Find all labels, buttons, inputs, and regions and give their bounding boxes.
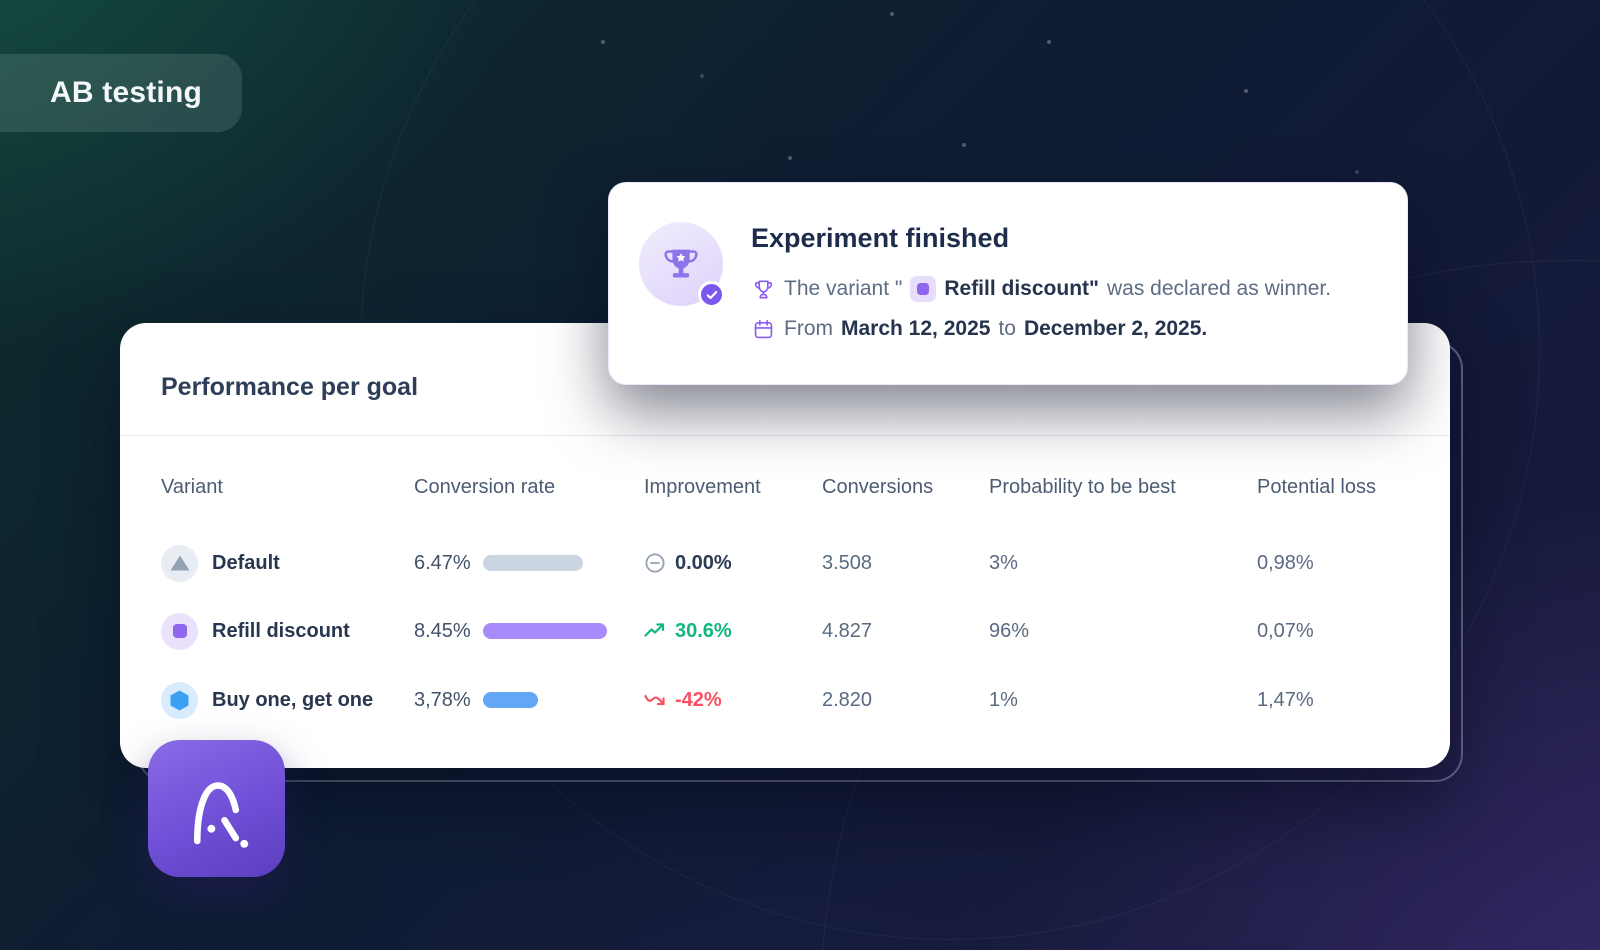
arch-logo-icon (193, 781, 248, 848)
table-row: Default 6.47% 0.00% 3.508 3% 0,98% (120, 541, 1450, 585)
improvement-value: 0.00% (675, 551, 732, 574)
winner-variant-name: Refill discount" (944, 277, 1099, 300)
performance-card: Performance per goal Variant Conversion … (120, 323, 1450, 768)
probability-value: 1% (989, 688, 1018, 711)
performance-card-title: Performance per goal (161, 373, 419, 401)
probability-value: 96% (989, 619, 1030, 642)
notification-body: Experiment finished The variant " Refill… (751, 223, 1383, 356)
column-header-variant: Variant (161, 475, 223, 498)
divider (120, 435, 1450, 436)
improvement-cell: 0.00% (644, 552, 822, 575)
app-logo (148, 740, 285, 877)
variant-cell: Buy one, get one (161, 681, 414, 719)
ab-testing-badge-label: AB testing (50, 76, 202, 109)
ab-testing-badge: AB testing (0, 54, 242, 132)
square-icon (161, 612, 198, 650)
conversion-rate-cell: 6.47% (414, 552, 644, 575)
conversion-rate-cell: 8.45% (414, 620, 644, 643)
variant-cell: Default (161, 544, 414, 582)
star-dot (700, 74, 704, 78)
potential-loss-value: 1,47% (1257, 688, 1314, 711)
conversion-rate-value: 8.45% (414, 619, 471, 642)
potential-loss-value: 0,98% (1257, 551, 1314, 574)
table-row: Refill discount 8.45% 30.6% 4.827 96% 0,… (120, 609, 1450, 653)
date-start: March 12, 2025 (841, 317, 991, 340)
improvement-cell: 30.6% (644, 620, 822, 643)
winner-line: The variant " Refill discount" was decla… (751, 276, 1383, 302)
probability-value: 3% (989, 551, 1018, 574)
variant-cell: Refill discount (161, 612, 414, 650)
star-dot (1355, 170, 1359, 174)
variant-name: Default (212, 551, 280, 574)
winner-text-prefix: The variant " (784, 277, 903, 300)
trophy-badge (639, 222, 725, 308)
conversion-rate-bar (483, 555, 583, 571)
calendar-icon (751, 318, 776, 341)
date-line: From March 12, 2025 to December 2, 2025. (751, 317, 1383, 341)
notification-title: Experiment finished (751, 223, 1010, 253)
trophy-icon (664, 249, 698, 278)
improvement-value: 30.6% (675, 619, 732, 642)
date-end: December 2, 2025. (1023, 317, 1208, 340)
table-row: Buy one, get one 3,78% -42% 2.820 1% 1,4… (120, 678, 1450, 722)
star-dot (788, 156, 792, 160)
column-header-conversion-rate: Conversion rate (414, 475, 556, 498)
column-header-probability: Probability to be best (989, 475, 1176, 498)
date-to-label: to (998, 317, 1016, 340)
check-icon (698, 281, 725, 308)
star-dot (601, 40, 605, 44)
conversion-rate-value: 6.47% (414, 551, 471, 574)
trend-up-icon (644, 620, 666, 642)
experiment-finished-card: Experiment finished The variant " Refill… (608, 182, 1408, 385)
star-dot (1047, 40, 1051, 44)
star-dot (890, 12, 894, 16)
potential-loss-value: 0,07% (1257, 619, 1314, 642)
improvement-cell: -42% (644, 689, 822, 712)
column-header-conversions: Conversions (822, 475, 934, 498)
conversion-rate-value: 3,78% (414, 688, 471, 711)
variant-name: Buy one, get one (212, 688, 374, 711)
triangle-icon (161, 544, 198, 582)
trend-down-icon (644, 689, 666, 711)
conversion-rate-bar (483, 692, 538, 708)
minus-circle-icon (644, 552, 666, 574)
hexagon-icon (161, 681, 198, 719)
winner-text-suffix: was declared as winner. (1106, 277, 1332, 300)
conversion-rate-cell: 3,78% (414, 689, 644, 712)
conversion-rate-bar (483, 623, 607, 639)
date-from-label: From (784, 317, 833, 340)
improvement-value: -42% (675, 688, 722, 711)
trophy-line-icon (751, 278, 776, 301)
star-dot (1244, 89, 1248, 93)
column-header-improvement: Improvement (644, 475, 761, 498)
star-dot (962, 143, 966, 147)
variant-name: Refill discount (212, 619, 350, 642)
table-header: Variant Conversion rate Improvement Conv… (120, 471, 1450, 503)
conversions-value: 3.508 (822, 551, 873, 574)
variant-chip-icon (910, 276, 937, 302)
conversions-value: 4.827 (822, 619, 873, 642)
column-header-potential-loss: Potential loss (1257, 475, 1376, 498)
conversions-value: 2.820 (822, 688, 873, 711)
